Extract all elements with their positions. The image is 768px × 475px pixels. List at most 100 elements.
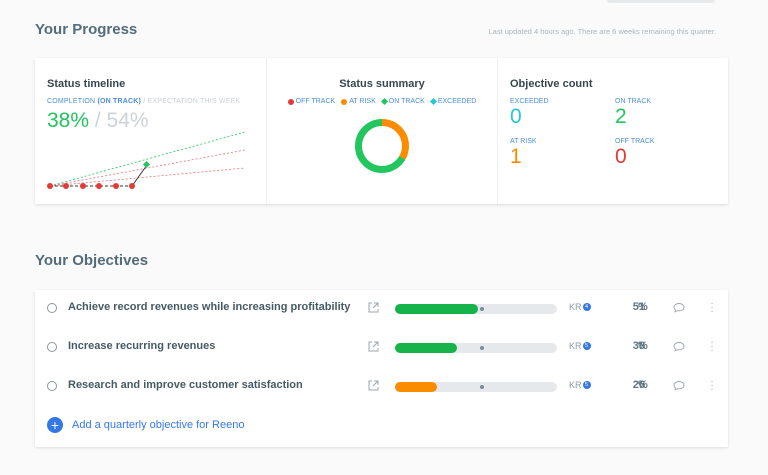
donut-slice-on-track bbox=[355, 119, 409, 173]
kr-count-badge: 4 bbox=[582, 303, 591, 311]
objective-radio[interactable] bbox=[47, 381, 57, 391]
comment-icon[interactable] bbox=[673, 380, 685, 391]
objective-percent: 51 bbox=[632, 301, 645, 313]
objective-progress-bar bbox=[395, 382, 557, 392]
legend-marker bbox=[429, 97, 437, 106]
add-objective-link[interactable]: Add a quarterly objective for Reeno bbox=[72, 419, 245, 431]
objective-count-title: Objective count bbox=[510, 78, 593, 90]
objective-title[interactable]: Achieve record revenues while increasing… bbox=[68, 301, 351, 313]
more-options-icon[interactable]: · · · bbox=[710, 376, 714, 395]
completion-values: 38% / 54% bbox=[47, 109, 254, 133]
legend-marker bbox=[380, 97, 388, 106]
last-updated-text: Last updated 4 hours ago. There are 6 we… bbox=[488, 27, 716, 36]
status-timeline-chart bbox=[47, 131, 246, 189]
comment-icon[interactable] bbox=[673, 302, 685, 313]
objective-percent-sign: % bbox=[638, 301, 648, 313]
objective-percent-sign: % bbox=[638, 340, 648, 352]
status-donut-chart bbox=[355, 119, 409, 173]
legend-label: AT RISK bbox=[349, 98, 376, 105]
exceeded-label: EXCEEDED bbox=[510, 98, 549, 105]
on-track-trend-line bbox=[49, 131, 246, 187]
add-objective-button[interactable]: + bbox=[47, 417, 63, 433]
timeline-point bbox=[113, 183, 119, 189]
status-timeline-panel: Status timeline COMPLETION (ON TRACK) / … bbox=[35, 58, 266, 204]
status-legend: OFF TRACK AT RISK ON TRACK EXCEEDED bbox=[279, 97, 485, 106]
status-summary-title: Status summary bbox=[339, 78, 425, 90]
objective-row[interactable]: Research and improve customer satisfacti… bbox=[35, 368, 728, 406]
timeline-point bbox=[63, 183, 69, 189]
objective-title[interactable]: Research and improve customer satisfacti… bbox=[68, 379, 303, 391]
completion-status: (ON TRACK) bbox=[97, 98, 142, 105]
completion-prefix: COMPLETION bbox=[47, 98, 98, 105]
objective-radio[interactable] bbox=[47, 303, 57, 313]
objectives-card: Achieve record revenues while increasing… bbox=[35, 290, 728, 447]
off-track-trend-line bbox=[49, 167, 246, 187]
kr-label: KR bbox=[569, 341, 582, 351]
expectation-trend-line bbox=[49, 149, 246, 187]
key-results-count[interactable]: KR 5 bbox=[569, 380, 591, 390]
objective-count-grid: EXCEEDED 0 ON TRACK 2 AT RISK 1 OFF TRAC… bbox=[510, 98, 716, 169]
timeline-point bbox=[96, 183, 102, 189]
timeline-current-point bbox=[142, 160, 151, 169]
objective-progress-fill bbox=[395, 343, 457, 353]
legend-label: ON TRACK bbox=[388, 98, 425, 105]
legend-item-off-track: OFF TRACK bbox=[287, 98, 336, 105]
key-results-count[interactable]: KR 4 bbox=[569, 302, 591, 312]
objective-row[interactable]: Achieve record revenues while increasing… bbox=[35, 290, 728, 328]
expected-progress-marker bbox=[480, 307, 485, 311]
completion-label: COMPLETION (ON TRACK) / EXPECTATION THIS… bbox=[47, 98, 254, 105]
legend-marker bbox=[341, 98, 348, 105]
off-track-value: 0 bbox=[615, 145, 627, 168]
kr-count-badge: 5 bbox=[582, 342, 591, 350]
comment-icon[interactable] bbox=[673, 341, 685, 352]
objective-progress-fill bbox=[395, 382, 438, 392]
kr-count-badge: 5 bbox=[582, 381, 591, 389]
on-track-count: ON TRACK 2 bbox=[615, 98, 715, 129]
expected-progress-marker bbox=[480, 385, 485, 389]
objective-title[interactable]: Increase recurring revenues bbox=[68, 340, 216, 352]
on-track-label: ON TRACK bbox=[615, 98, 652, 105]
off-track-label: OFF TRACK bbox=[615, 138, 655, 145]
open-external-icon[interactable] bbox=[367, 301, 380, 314]
objectives-section-title: Your Objectives bbox=[35, 252, 149, 269]
legend-label: EXCEEDED bbox=[437, 98, 477, 105]
current-week-segment bbox=[131, 164, 148, 187]
expectation-value: / 54% bbox=[89, 109, 149, 132]
objective-percent: 38 bbox=[632, 340, 645, 352]
more-options-icon[interactable]: · · · bbox=[710, 337, 714, 356]
exceeded-count: EXCEEDED 0 bbox=[510, 98, 615, 129]
expectation-label: / EXPECTATION THIS WEEK bbox=[141, 98, 241, 105]
progress-section-title: Your Progress bbox=[35, 21, 138, 38]
objective-progress-fill bbox=[395, 304, 478, 314]
objective-radio[interactable] bbox=[47, 342, 57, 352]
more-options-icon[interactable]: · · · bbox=[710, 298, 714, 317]
kr-label: KR bbox=[569, 302, 582, 312]
timeline-point bbox=[80, 183, 86, 189]
legend-item-on-track: ON TRACK bbox=[380, 97, 425, 106]
at-risk-label: AT RISK bbox=[510, 138, 537, 145]
objective-progress-bar bbox=[395, 304, 557, 314]
kr-label: KR bbox=[569, 380, 582, 390]
at-risk-count: AT RISK 1 bbox=[510, 138, 615, 169]
objective-percent-sign: % bbox=[638, 379, 648, 391]
status-summary-panel: Status summary OFF TRACK AT RISK ON TRACK E… bbox=[266, 58, 497, 204]
timeline-point bbox=[47, 183, 53, 189]
objective-row[interactable]: Increase recurring revenues KR 5 38 % · · · bbox=[35, 329, 728, 367]
open-external-icon[interactable] bbox=[367, 340, 380, 353]
expected-progress-marker bbox=[480, 346, 485, 350]
timeline-point bbox=[129, 183, 135, 189]
key-results-count[interactable]: KR 5 bbox=[569, 341, 591, 351]
open-external-icon[interactable] bbox=[367, 379, 380, 392]
legend-label: OFF TRACK bbox=[295, 98, 336, 105]
legend-item-exceeded: EXCEEDED bbox=[429, 97, 477, 106]
objective-progress-bar bbox=[395, 343, 557, 353]
on-track-value: 2 bbox=[615, 105, 627, 128]
exceeded-value: 0 bbox=[510, 105, 522, 128]
objective-count-panel: Objective count EXCEEDED 0 ON TRACK 2 AT… bbox=[497, 58, 728, 204]
top-toolbar-stub bbox=[607, 0, 715, 3]
at-risk-value: 1 bbox=[510, 145, 522, 168]
add-objective-row[interactable]: + Add a quarterly objective for Reeno bbox=[47, 417, 244, 433]
completion-value: 38% bbox=[47, 109, 90, 132]
objective-percent: 26 bbox=[632, 379, 645, 391]
status-timeline-title: Status timeline bbox=[47, 78, 126, 90]
